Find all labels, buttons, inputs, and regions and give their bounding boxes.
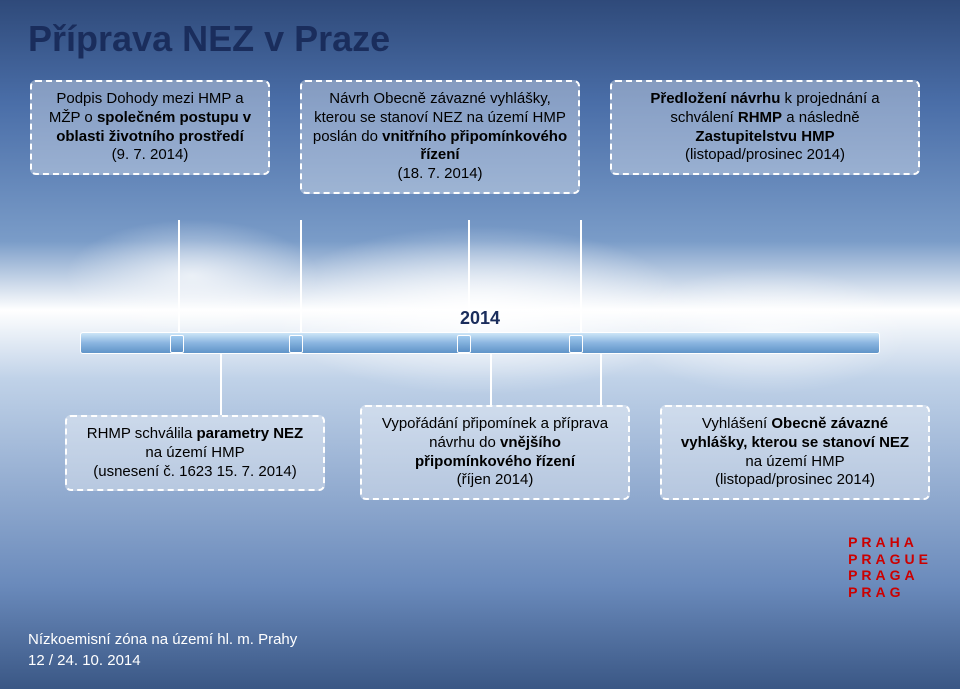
callout-b1: Podpis Dohody mezi HMP a MŽP o společném… xyxy=(30,80,270,175)
logo-segment: HA xyxy=(890,534,918,551)
timeline: 2014 xyxy=(80,332,880,354)
callout-b4: RHMP schválila parametry NEZ na území HM… xyxy=(65,415,325,491)
timeline-bar xyxy=(80,332,880,354)
logo-segment: GA xyxy=(890,567,919,584)
callout-pointer xyxy=(178,220,180,332)
logo-segment: GUE xyxy=(890,551,932,568)
logo-segment: PRA xyxy=(848,534,890,551)
callout-b5: Vypořádání připomínek a příprava návrhu … xyxy=(360,405,630,500)
timeline-tick xyxy=(289,335,303,353)
logo-segment: G xyxy=(890,584,905,601)
footer-title: Nízkoemisní zóna na území hl. m. Prahy xyxy=(28,631,297,648)
logo-segment: PRA xyxy=(848,584,890,601)
callout-pointer xyxy=(490,354,492,405)
callout-pointer xyxy=(600,354,602,405)
callout-b3: Předložení návrhu k projednání a schvále… xyxy=(610,80,920,175)
logo-segment: PRA xyxy=(848,551,890,568)
prague-logo: PRA HAPRA GUEPRA GAPRAG xyxy=(848,534,932,601)
timeline-year: 2014 xyxy=(460,308,500,329)
callout-b6: Vyhlášení Obecně závazné vyhlášky, ktero… xyxy=(660,405,930,500)
callout-pointer xyxy=(580,220,582,332)
footer-page: 12 / 24. 10. 2014 xyxy=(28,652,297,669)
timeline-tick xyxy=(457,335,471,353)
footer: Nízkoemisní zóna na území hl. m. Prahy 1… xyxy=(28,631,297,669)
logo-segment: PRA xyxy=(848,567,890,584)
callout-pointer xyxy=(300,220,302,332)
timeline-tick xyxy=(170,335,184,353)
timeline-tick xyxy=(569,335,583,353)
callout-pointer xyxy=(220,354,222,415)
page-title: Příprava NEZ v Praze xyxy=(28,18,390,60)
callout-b2: Návrh Obecně závazné vyhlášky, kterou se… xyxy=(300,80,580,194)
